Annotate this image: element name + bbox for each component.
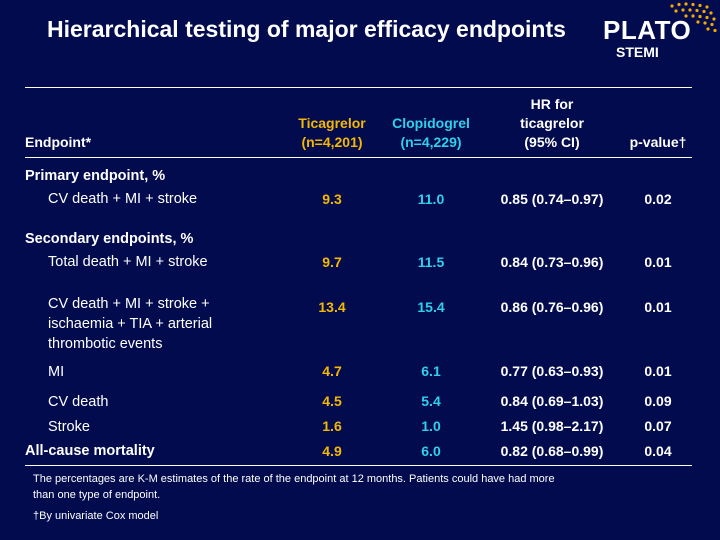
row-ticagrelor-value: 4.7 [322, 363, 342, 379]
table-top-rule [25, 87, 692, 88]
row-endpoint: MI [48, 364, 65, 380]
row-clopidogrel-value: 1.0 [421, 418, 441, 434]
header-hr-line1: HR for [530, 96, 574, 112]
plato-logo: PLATO STEMI [600, 2, 718, 64]
row-hr-value: 0.84 (0.69–1.03) [500, 393, 604, 409]
logo-wordmark: PLATO [603, 15, 692, 45]
row-pvalue: 0.09 [644, 393, 672, 409]
footnote-km: The percentages are K-M estimates of the… [33, 471, 555, 503]
footnote-line: The percentages are K-M estimates of the… [33, 473, 555, 485]
row-endpoint: CV death + MI + stroke + ischaemia + TIA… [48, 294, 212, 354]
section-secondary: Secondary endpoints, % [25, 231, 194, 247]
row-pvalue: 0.04 [644, 443, 672, 459]
row-hr-value: 0.77 (0.63–0.93) [500, 363, 604, 379]
header-clopidogrel-name: Clopidogrel [392, 115, 470, 131]
row-clopidogrel-value: 5.4 [421, 393, 441, 409]
header-hr-line2: ticagrelor [520, 115, 584, 131]
header-ticagrelor-name: Ticagrelor [298, 115, 366, 131]
row-endpoint: CV death [48, 394, 109, 410]
table-header-rule [25, 157, 692, 158]
row-hr-value: 1.45 (0.98–2.17) [500, 418, 604, 434]
row-endpoint: All-cause mortality [25, 443, 155, 459]
row-endpoint-line: CV death + MI + stroke + [48, 296, 210, 312]
row-ticagrelor-value: 9.3 [322, 191, 342, 207]
row-clopidogrel-value: 15.4 [417, 299, 445, 315]
header-clopidogrel-n: (n=4,229) [400, 134, 462, 150]
table-bottom-rule [25, 465, 692, 466]
header-endpoint: Endpoint* [25, 134, 92, 150]
row-pvalue: 0.01 [644, 254, 672, 270]
row-ticagrelor-value: 1.6 [322, 418, 342, 434]
row-endpoint: CV death + MI + stroke [48, 191, 198, 207]
row-pvalue: 0.07 [644, 418, 672, 434]
slide-title: Hierarchical testing of major efficacy e… [47, 16, 566, 42]
logo-dots-icon [670, 2, 717, 33]
header-ticagrelor-n: (n=4,201) [301, 134, 363, 150]
row-clopidogrel-value: 11.5 [417, 254, 445, 270]
row-hr-value: 0.84 (0.73–0.96) [500, 254, 604, 270]
row-endpoint-line: ischaemia + TIA + arterial [48, 316, 213, 332]
footnote-dagger: †By univariate Cox model [33, 510, 159, 522]
row-endpoint-line: thrombotic events [48, 336, 163, 352]
row-ticagrelor-value: 4.9 [322, 443, 342, 459]
header-hr-line3: (95% CI) [524, 134, 580, 150]
header-clopidogrel: Clopidogrel (n=4,229) [381, 114, 481, 152]
row-endpoint: Stroke [48, 419, 90, 435]
logo-subtitle: STEMI [616, 44, 659, 60]
footnote-line: than one type of endpoint. [33, 489, 161, 501]
row-hr-value: 0.82 (0.68–0.99) [500, 443, 604, 459]
row-ticagrelor-value: 13.4 [318, 299, 346, 315]
header-pvalue: p-value† [629, 134, 687, 150]
row-hr-value: 0.85 (0.74–0.97) [500, 191, 604, 207]
row-ticagrelor-value: 4.5 [322, 393, 342, 409]
row-pvalue: 0.01 [644, 363, 672, 379]
row-clopidogrel-value: 11.0 [417, 191, 445, 207]
row-pvalue: 0.01 [644, 299, 672, 315]
header-hr: HR for ticagrelor (95% CI) [497, 95, 607, 152]
row-endpoint: Total death + MI + stroke [48, 254, 208, 270]
row-hr-value: 0.86 (0.76–0.96) [500, 299, 604, 315]
section-primary: Primary endpoint, % [25, 168, 166, 184]
row-clopidogrel-value: 6.1 [421, 363, 441, 379]
row-clopidogrel-value: 6.0 [421, 443, 441, 459]
row-pvalue: 0.02 [644, 191, 672, 207]
header-ticagrelor: Ticagrelor (n=4,201) [282, 114, 382, 152]
row-ticagrelor-value: 9.7 [322, 254, 342, 270]
